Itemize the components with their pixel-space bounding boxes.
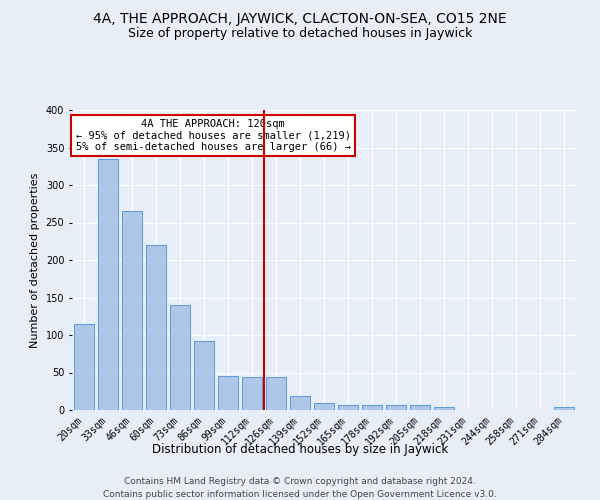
Bar	[314, 403, 334, 410]
Text: 4A, THE APPROACH, JAYWICK, CLACTON-ON-SEA, CO15 2NE: 4A, THE APPROACH, JAYWICK, CLACTON-ON-SE…	[93, 12, 507, 26]
Bar	[386, 405, 406, 410]
Bar	[410, 405, 430, 410]
Bar	[434, 407, 454, 410]
Text: Size of property relative to detached houses in Jaywick: Size of property relative to detached ho…	[128, 28, 472, 40]
Bar	[362, 405, 382, 410]
Bar	[338, 405, 358, 410]
Bar	[266, 377, 286, 410]
Y-axis label: Number of detached properties: Number of detached properties	[30, 172, 40, 348]
Text: Contains public sector information licensed under the Open Government Licence v3: Contains public sector information licen…	[103, 490, 497, 499]
Bar	[290, 396, 310, 410]
Text: Contains HM Land Registry data © Crown copyright and database right 2024.: Contains HM Land Registry data © Crown c…	[124, 478, 476, 486]
Bar	[218, 376, 238, 410]
Bar	[122, 211, 142, 410]
Bar	[194, 341, 214, 410]
Bar	[170, 305, 190, 410]
Bar	[554, 407, 574, 410]
Text: 4A THE APPROACH: 120sqm
← 95% of detached houses are smaller (1,219)
5% of semi-: 4A THE APPROACH: 120sqm ← 95% of detache…	[76, 119, 350, 152]
Bar	[146, 245, 166, 410]
Text: Distribution of detached houses by size in Jaywick: Distribution of detached houses by size …	[152, 442, 448, 456]
Bar	[74, 324, 94, 410]
Bar	[242, 377, 262, 410]
Bar	[98, 159, 118, 410]
